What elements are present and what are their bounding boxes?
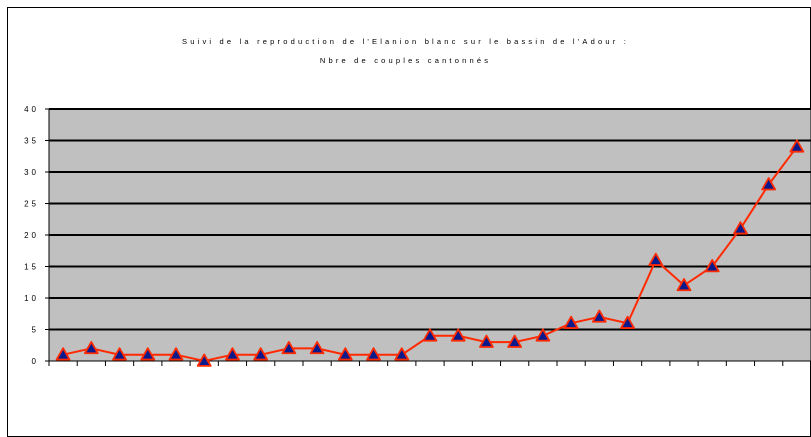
y-tick-label: 40 — [24, 105, 39, 114]
y-tick-label: 10 — [24, 294, 39, 303]
data-point-marker — [168, 347, 184, 361]
y-tick-label: 0 — [32, 357, 39, 366]
data-point-marker — [225, 347, 240, 361]
data-point-marker — [704, 259, 720, 273]
data-point-marker — [83, 340, 99, 355]
data-point-marker — [648, 252, 664, 266]
data-point-marker — [196, 353, 212, 367]
data-point-marker — [337, 347, 353, 361]
data-point-marker — [535, 328, 551, 342]
data-point-marker — [366, 347, 381, 361]
data-point-marker — [281, 340, 297, 355]
data-point-marker — [563, 315, 579, 329]
data-point-marker — [789, 139, 805, 153]
data-point-marker — [450, 328, 466, 342]
y-tick-label: 25 — [24, 200, 39, 209]
data-point-marker — [55, 347, 71, 361]
data-point-marker — [112, 347, 127, 361]
y-tick-label: 30 — [24, 168, 39, 177]
chart-subtitle: Nbre de couples cantonnés — [319, 56, 492, 65]
data-point-marker — [253, 347, 269, 361]
data-point-marker — [479, 334, 494, 348]
data-point-marker — [140, 347, 156, 361]
data-point-marker — [733, 221, 748, 235]
data-point-marker — [309, 340, 325, 355]
data-point-marker — [422, 328, 438, 342]
y-tick-label: 20 — [24, 231, 39, 240]
data-point-marker — [507, 334, 523, 348]
line-chart: 0 5 10 15 20 25 30 35 40 — [24, 105, 811, 367]
y-tick-label: 5 — [32, 326, 39, 335]
data-point-marker — [620, 315, 635, 329]
data-point-marker — [591, 309, 607, 323]
data-point-marker — [676, 277, 692, 292]
y-tick-label: 15 — [24, 263, 39, 272]
y-tick-label: 35 — [24, 137, 39, 146]
data-point-marker — [761, 177, 777, 191]
chart-title: Suivi de la reproduction de l'Elanion bl… — [182, 37, 629, 46]
data-point-marker — [394, 347, 410, 361]
